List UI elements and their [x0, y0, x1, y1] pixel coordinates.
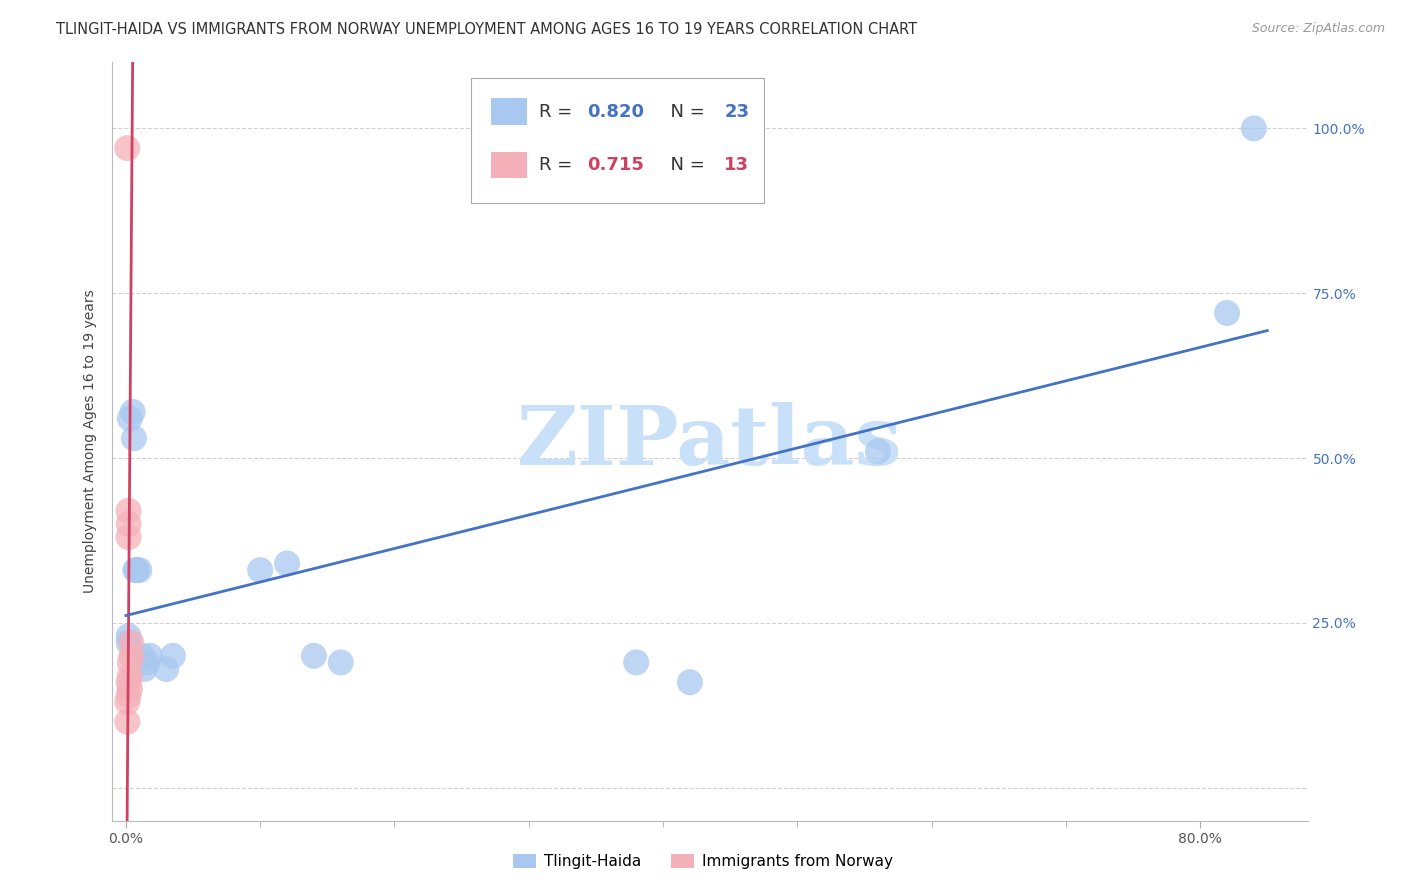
Text: Source: ZipAtlas.com: Source: ZipAtlas.com — [1251, 22, 1385, 36]
Text: 0.715: 0.715 — [586, 156, 644, 174]
Text: 0.820: 0.820 — [586, 103, 644, 120]
Point — [302, 648, 325, 663]
Text: N =: N = — [658, 156, 710, 174]
Bar — [491, 98, 527, 125]
Bar — [491, 152, 527, 178]
Point — [120, 648, 142, 663]
Point — [117, 530, 139, 544]
Text: N =: N = — [658, 103, 710, 120]
Point — [117, 504, 139, 518]
Point — [117, 516, 139, 531]
Point — [131, 648, 153, 663]
Point — [121, 405, 143, 419]
Point — [117, 675, 139, 690]
Point — [120, 635, 142, 649]
Point — [118, 668, 141, 682]
Point — [139, 648, 162, 663]
Point — [679, 675, 702, 690]
Point — [125, 563, 148, 577]
Point — [117, 689, 139, 703]
Point — [866, 444, 889, 458]
Point — [128, 563, 150, 577]
Point — [624, 656, 647, 670]
Text: 23: 23 — [724, 103, 749, 120]
Point — [162, 648, 184, 663]
Point — [122, 431, 145, 445]
Point — [117, 629, 139, 643]
Text: R =: R = — [538, 103, 578, 120]
Legend: Tlingit-Haida, Immigrants from Norway: Tlingit-Haida, Immigrants from Norway — [508, 848, 898, 875]
Point — [276, 557, 298, 571]
Point — [136, 656, 159, 670]
Text: ZIPatlas: ZIPatlas — [517, 401, 903, 482]
FancyBboxPatch shape — [471, 78, 763, 202]
Point — [118, 681, 141, 696]
Point — [134, 662, 156, 676]
Point — [124, 563, 146, 577]
Point — [117, 714, 139, 729]
Point — [1243, 121, 1265, 136]
Point — [329, 656, 352, 670]
Text: TLINGIT-HAIDA VS IMMIGRANTS FROM NORWAY UNEMPLOYMENT AMONG AGES 16 TO 19 YEARS C: TLINGIT-HAIDA VS IMMIGRANTS FROM NORWAY … — [56, 22, 917, 37]
Point — [117, 695, 139, 709]
Point — [118, 656, 141, 670]
Point — [1216, 306, 1239, 320]
Text: R =: R = — [538, 156, 578, 174]
Point — [117, 635, 139, 649]
Point — [155, 662, 177, 676]
Point — [117, 141, 139, 155]
Text: 13: 13 — [724, 156, 749, 174]
Point — [118, 411, 141, 425]
Point — [249, 563, 271, 577]
Y-axis label: Unemployment Among Ages 16 to 19 years: Unemployment Among Ages 16 to 19 years — [83, 290, 97, 593]
